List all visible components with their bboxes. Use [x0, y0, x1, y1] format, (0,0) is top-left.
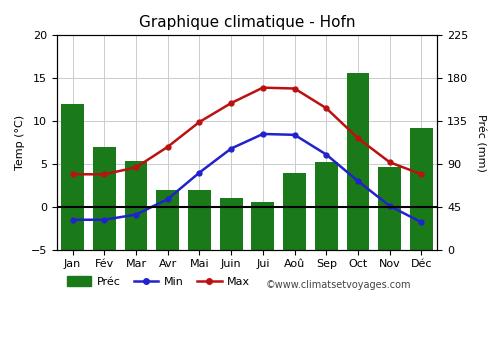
Bar: [93, 147, 116, 250]
Y-axis label: Temp (°C): Temp (°C): [15, 115, 25, 170]
Y-axis label: Préc (mm): Préc (mm): [475, 114, 485, 172]
Bar: [410, 128, 433, 250]
Legend: Préc, Min, Max: Préc, Min, Max: [62, 272, 254, 292]
Bar: [252, 202, 274, 250]
Bar: [61, 104, 84, 250]
Bar: [283, 173, 306, 250]
Bar: [220, 198, 242, 250]
Bar: [378, 167, 401, 250]
Bar: [156, 190, 179, 250]
Bar: [124, 161, 148, 250]
Bar: [188, 190, 211, 250]
Bar: [346, 72, 370, 250]
Text: ©www.climatsetvoyages.com: ©www.climatsetvoyages.com: [266, 280, 412, 290]
Bar: [315, 162, 338, 250]
Title: Graphique climatique - Hofn: Graphique climatique - Hofn: [139, 15, 356, 30]
